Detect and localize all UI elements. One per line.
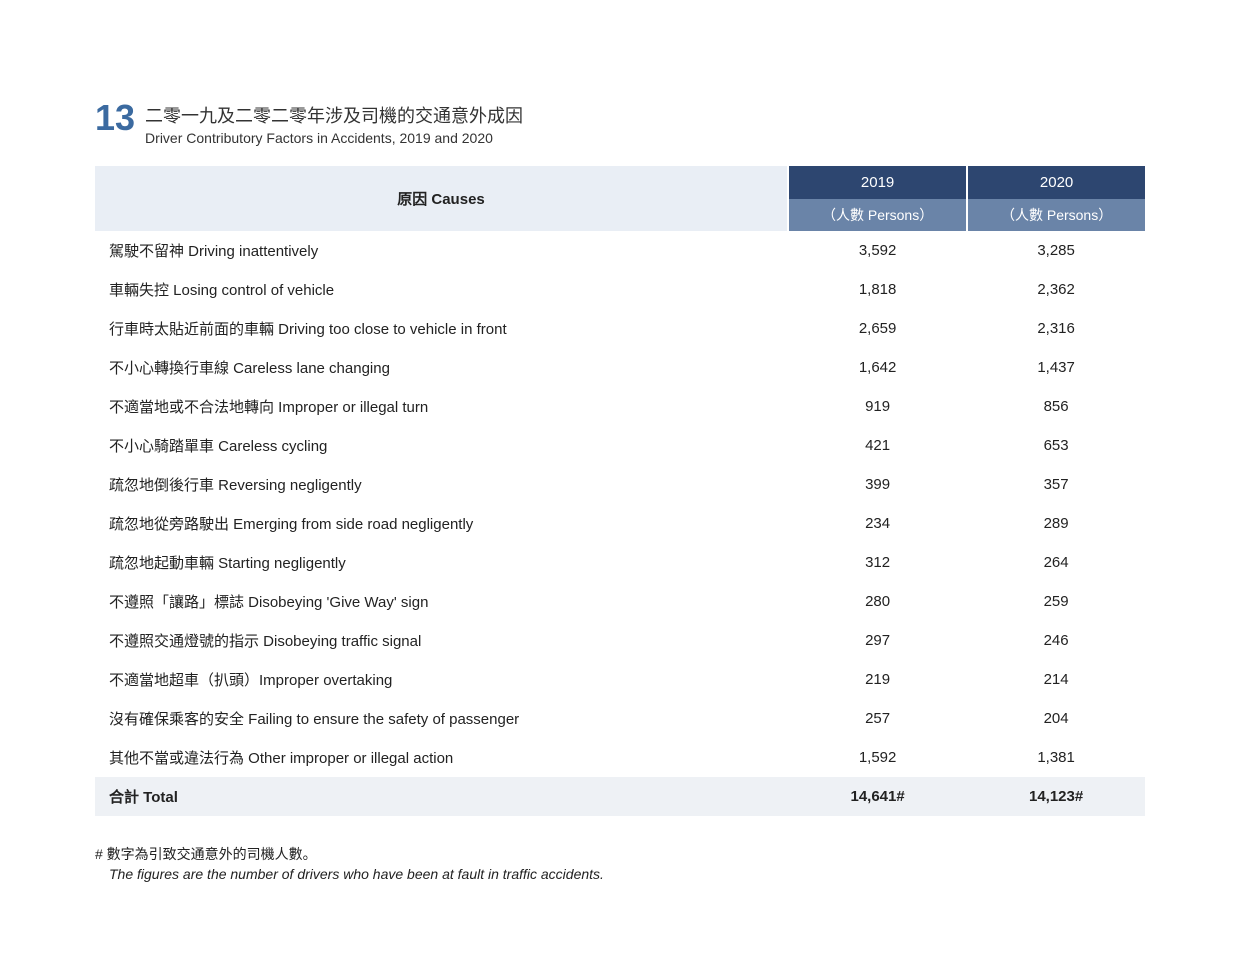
cell-2019: 257 (788, 699, 967, 738)
table-row: 不遵照「讓路」標誌 Disobeying 'Give Way' sign2802… (95, 582, 1145, 621)
cell-2019: 2,659 (788, 309, 967, 348)
cell-cause: 不小心轉換行車線 Careless lane changing (95, 348, 788, 387)
cell-total-2020: 14,123# (967, 777, 1145, 816)
col-header-year-2019: 2019 (788, 166, 967, 199)
cell-cause: 疏忽地倒後行車 Reversing negligently (95, 465, 788, 504)
cell-cause: 駕駛不留神 Driving inattentively (95, 231, 788, 270)
cell-cause: 不適當地超車（扒頭）Improper overtaking (95, 660, 788, 699)
cell-2020: 1,437 (967, 348, 1145, 387)
table-row: 不適當地或不合法地轉向 Improper or illegal turn9198… (95, 387, 1145, 426)
title-block: 二零一九及二零二零年涉及司機的交通意外成因 Driver Contributor… (145, 100, 523, 146)
cell-2020: 3,285 (967, 231, 1145, 270)
cell-cause: 不遵照「讓路」標誌 Disobeying 'Give Way' sign (95, 582, 788, 621)
table-row: 疏忽地從旁路駛出 Emerging from side road neglige… (95, 504, 1145, 543)
cell-2020: 2,316 (967, 309, 1145, 348)
table-number: 13 (95, 100, 135, 136)
table-row: 不小心騎踏單車 Careless cycling421653 (95, 426, 1145, 465)
table-row: 不適當地超車（扒頭）Improper overtaking219214 (95, 660, 1145, 699)
cell-2019: 3,592 (788, 231, 967, 270)
cell-2019: 1,592 (788, 738, 967, 777)
cell-2020: 357 (967, 465, 1145, 504)
table-row: 沒有確保乘客的安全 Failing to ensure the safety o… (95, 699, 1145, 738)
cell-2020: 1,381 (967, 738, 1145, 777)
table-row: 不遵照交通燈號的指示 Disobeying traffic signal2972… (95, 621, 1145, 660)
cell-2020: 246 (967, 621, 1145, 660)
table-row-total: 合計 Total14,641#14,123# (95, 777, 1145, 816)
cell-total-label: 合計 Total (95, 777, 788, 816)
cell-2019: 312 (788, 543, 967, 582)
table-row: 不小心轉換行車線 Careless lane changing1,6421,43… (95, 348, 1145, 387)
cell-cause: 沒有確保乘客的安全 Failing to ensure the safety o… (95, 699, 788, 738)
cell-cause: 不適當地或不合法地轉向 Improper or illegal turn (95, 387, 788, 426)
cell-cause: 行車時太貼近前面的車輛 Driving too close to vehicle… (95, 309, 788, 348)
footnote-zh: # 數字為引致交通意外的司機人數。 (95, 844, 1145, 864)
cell-cause: 疏忽地起動車輛 Starting negligently (95, 543, 788, 582)
table-row: 駕駛不留神 Driving inattentively3,5923,285 (95, 231, 1145, 270)
footnotes: # 數字為引致交通意外的司機人數。 The figures are the nu… (95, 844, 1145, 882)
col-header-persons-2020: （人數 Persons） (967, 199, 1145, 231)
cell-2019: 1,818 (788, 270, 967, 309)
cell-2020: 214 (967, 660, 1145, 699)
cell-2019: 297 (788, 621, 967, 660)
footnote-en: The figures are the number of drivers wh… (95, 866, 1145, 882)
cell-2020: 264 (967, 543, 1145, 582)
cell-2019: 234 (788, 504, 967, 543)
cell-cause: 不小心騎踏單車 Careless cycling (95, 426, 788, 465)
cell-2020: 856 (967, 387, 1145, 426)
table-row: 疏忽地倒後行車 Reversing negligently399357 (95, 465, 1145, 504)
cell-2020: 653 (967, 426, 1145, 465)
cell-2020: 289 (967, 504, 1145, 543)
cell-cause: 其他不當或違法行為 Other improper or illegal acti… (95, 738, 788, 777)
cell-total-2019: 14,641# (788, 777, 967, 816)
col-header-causes: 原因 Causes (95, 166, 788, 231)
cell-cause: 不遵照交通燈號的指示 Disobeying traffic signal (95, 621, 788, 660)
table-row: 疏忽地起動車輛 Starting negligently312264 (95, 543, 1145, 582)
table-row: 行車時太貼近前面的車輛 Driving too close to vehicle… (95, 309, 1145, 348)
cell-2019: 219 (788, 660, 967, 699)
cell-cause: 疏忽地從旁路駛出 Emerging from side road neglige… (95, 504, 788, 543)
cell-cause: 車輛失控 Losing control of vehicle (95, 270, 788, 309)
table-body: 駕駛不留神 Driving inattentively3,5923,285車輛失… (95, 231, 1145, 816)
cell-2020: 259 (967, 582, 1145, 621)
table-row: 車輛失控 Losing control of vehicle1,8182,362 (95, 270, 1145, 309)
title-en: Driver Contributory Factors in Accidents… (145, 130, 523, 146)
cell-2020: 2,362 (967, 270, 1145, 309)
col-header-persons-2019: （人數 Persons） (788, 199, 967, 231)
cell-2020: 204 (967, 699, 1145, 738)
cell-2019: 280 (788, 582, 967, 621)
cell-2019: 421 (788, 426, 967, 465)
data-table: 原因 Causes 2019 2020 （人數 Persons） （人數 Per… (95, 166, 1145, 816)
title-zh: 二零一九及二零二零年涉及司機的交通意外成因 (145, 102, 523, 128)
table-header: 13 二零一九及二零二零年涉及司機的交通意外成因 Driver Contribu… (95, 100, 1145, 146)
cell-2019: 399 (788, 465, 967, 504)
col-header-year-2020: 2020 (967, 166, 1145, 199)
cell-2019: 919 (788, 387, 967, 426)
cell-2019: 1,642 (788, 348, 967, 387)
table-row: 其他不當或違法行為 Other improper or illegal acti… (95, 738, 1145, 777)
